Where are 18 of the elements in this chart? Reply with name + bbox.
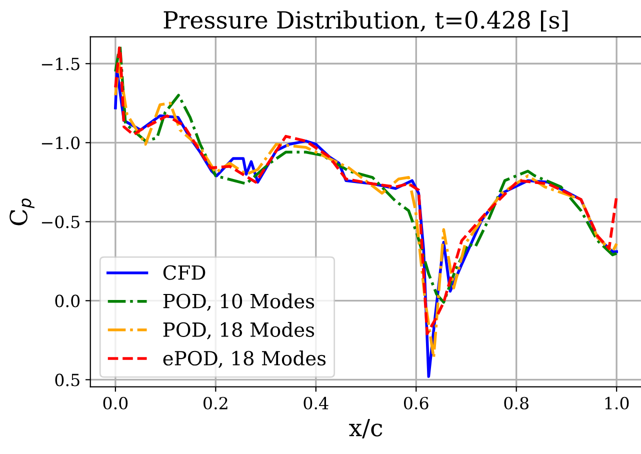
x-tick-label: 1.0: [605, 396, 629, 410]
x-axis-title: x/c: [349, 418, 382, 438]
legend-label: POD, 10 Modes: [163, 293, 314, 311]
legend-label: POD, 18 Modes: [163, 322, 314, 340]
x-tick-label: 0.0: [103, 396, 128, 410]
y-axis-title: C$_{p}$: [10, 198, 34, 226]
x-tick-label: 0.8: [504, 396, 528, 410]
chart-title: Pressure Distribution, t=0.428 [s]: [164, 10, 568, 32]
y-tick-label: −0.5: [42, 216, 80, 228]
y-tick-label: 0.0: [55, 294, 80, 308]
x-tick-label: 0.4: [304, 396, 328, 410]
y-tick-label: −1.5: [42, 58, 80, 70]
legend-label: ePOD, 18 Modes: [163, 350, 326, 368]
x-tick-label: 0.2: [204, 396, 228, 410]
legend-label: CFD: [163, 265, 206, 280]
y-tick-label: −1.0: [42, 136, 80, 150]
x-tick-label: 0.6: [404, 396, 428, 410]
y-tick-label: 0.5: [55, 374, 80, 386]
